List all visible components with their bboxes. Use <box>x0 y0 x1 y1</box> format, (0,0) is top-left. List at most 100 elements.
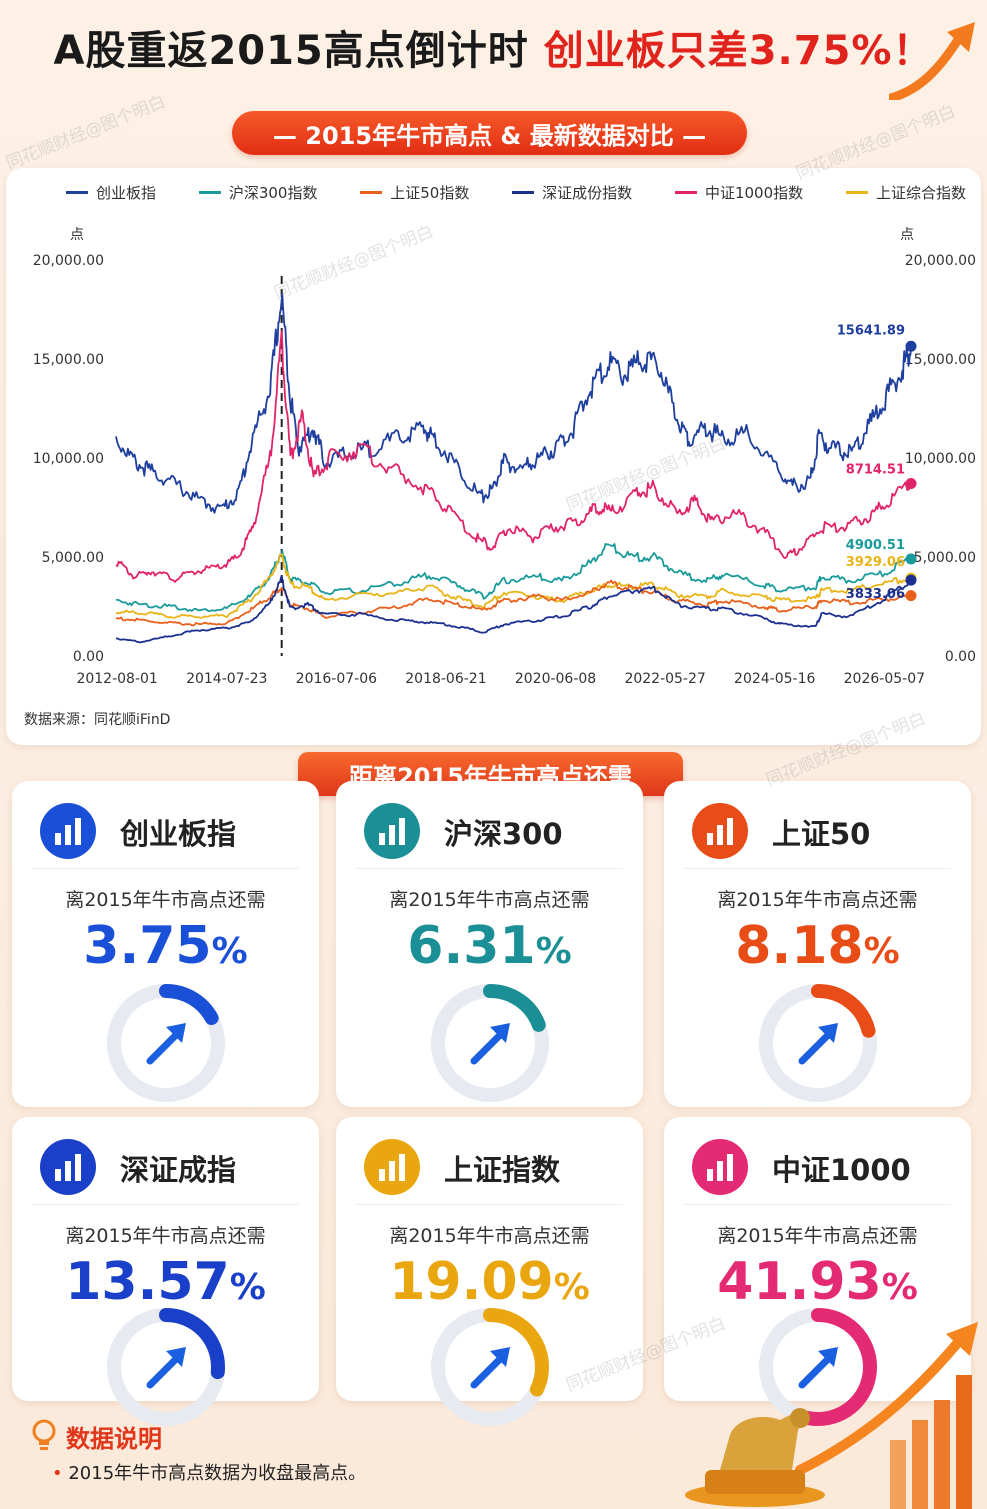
gauge-fill <box>759 1308 877 1426</box>
bar-chart-icon <box>364 803 420 859</box>
card-value: 41.93% <box>664 1252 971 1312</box>
up-right-arrow-icon <box>470 1023 510 1065</box>
card-subtitle: 离2015年牛市高点还需 <box>717 889 918 911</box>
card-subtitle: 离2015年牛市高点还需 <box>717 1225 918 1247</box>
index-card: 创业板指离2015年牛市高点还需 3.75% <box>12 781 319 1107</box>
card-divider <box>684 868 951 869</box>
index-card: 沪深300 离2015年牛市高点还需 6.31% <box>336 781 643 1107</box>
end-value-label: 3833.06 <box>846 587 905 602</box>
up-right-arrow-icon <box>146 1347 186 1389</box>
page-title: A股重返2015高点倒计时 创业板只差3.75%！ <box>0 18 987 76</box>
series-end-dot <box>905 590 917 602</box>
lightbulb-icon <box>32 1419 56 1450</box>
y-tick-label-right: 5,000.00 <box>914 550 976 566</box>
legend-item: 沪深300指数 <box>198 182 318 203</box>
progress-gauge <box>107 984 225 1102</box>
legend-label: 沪深300指数 <box>228 184 318 202</box>
y-tick-label-left: 0.00 <box>73 649 104 665</box>
end-value-label: 8714.51 <box>846 462 905 477</box>
card-value-percent: % <box>881 1267 918 1308</box>
building-icon <box>364 1139 420 1195</box>
card-value-number: 6.31 <box>407 916 536 976</box>
card-subtitle: 离2015年牛市高点还需 <box>389 1225 590 1247</box>
x-tick-label: 2026-05-07 <box>844 671 925 687</box>
gauge-fill <box>759 984 877 1102</box>
legend-label: 中证1000指数 <box>704 184 804 202</box>
up-right-arrow-icon <box>798 1023 838 1065</box>
index-card: 深证成指 离2015年牛市高点还需 13.57% <box>12 1117 319 1426</box>
series-end-dot <box>905 553 917 565</box>
card-value: 8.18% <box>664 916 971 976</box>
y-tick-label-right: 15,000.00 <box>905 352 976 368</box>
end-value-label: 4900.51 <box>846 538 905 553</box>
legend-swatch <box>674 191 697 194</box>
index-card: 中证1000 离2015年牛市高点还需 41.93% <box>664 1117 971 1426</box>
x-tick-label: 2014-07-23 <box>186 671 267 687</box>
card-divider <box>684 1204 951 1205</box>
series-line <box>115 543 912 612</box>
y-tick-label-left: 20,000.00 <box>33 253 104 269</box>
card-divider <box>32 868 299 869</box>
end-value-label: 15641.89 <box>837 323 905 338</box>
up-right-arrow-icon <box>798 1347 838 1389</box>
progress-gauge <box>759 1308 877 1426</box>
x-tick-label: 2018-06-21 <box>405 671 486 687</box>
gauge-fill <box>107 1308 225 1426</box>
card-name: 深证成指 <box>120 1153 237 1187</box>
bar-chart-icon <box>692 1139 748 1195</box>
card-name: 上证50 <box>772 817 871 851</box>
card-value: 3.75% <box>12 916 319 976</box>
line-chart: 20,000.00 20,000.00 15,000.00 15,000.00 10,0… <box>33 253 976 687</box>
card-value-percent: % <box>211 931 248 972</box>
legend-item: 创业板指 <box>66 182 156 203</box>
series-line <box>116 579 912 627</box>
card-value: 19.09% <box>336 1252 643 1312</box>
legend-item: 深证成份指数 <box>512 182 632 203</box>
card-value-number: 19.09 <box>389 1252 554 1312</box>
card-value-number: 3.75 <box>83 916 212 976</box>
card-value-number: 13.57 <box>65 1252 230 1312</box>
chart-card: 创业板指 沪深300指数 上证50指数 深证成份指数 中证1000指数 上证综合指数 点 … <box>6 168 981 745</box>
notes-title: 数据说明 <box>66 1425 162 1453</box>
bar-chart-icon <box>40 803 96 859</box>
card-name: 创业板指 <box>120 817 237 851</box>
series-line <box>115 292 912 514</box>
bull-trophy-illustration <box>685 1322 978 1509</box>
index-card: 上证指数离2015年牛市高点还需 19.09% <box>336 1117 643 1426</box>
title-main: A股重返2015高点倒计时 <box>53 28 529 74</box>
legend-label: 创业板指 <box>96 184 157 202</box>
card-subtitle: 离2015年牛市高点还需 <box>65 1225 266 1247</box>
progress-gauge <box>431 1308 549 1426</box>
notes-text-content: 2015年牛市高点数据为收盘最高点。 <box>68 1463 367 1484</box>
y-unit-left: 点 <box>70 227 84 243</box>
rising-arrow-icon <box>889 22 975 100</box>
notes-text: • 2015年牛市高点数据为收盘最高点。 <box>52 1463 367 1484</box>
y-tick-label-left: 15,000.00 <box>33 352 104 368</box>
series-end-dot <box>905 574 917 586</box>
up-right-arrow-icon <box>146 1023 186 1065</box>
card-subtitle: 离2015年牛市高点还需 <box>389 889 590 911</box>
card-subtitle: 离2015年牛市高点还需 <box>65 889 266 911</box>
card-value-percent: % <box>863 931 900 972</box>
x-tick-label: 2024-05-16 <box>734 671 815 687</box>
progress-gauge <box>431 984 549 1102</box>
subtitle-banner: — 2015年牛市高点 & 最新数据对比 — <box>232 111 747 155</box>
card-name: 上证指数 <box>444 1153 561 1187</box>
card-value-number: 41.93 <box>717 1252 882 1312</box>
x-tick-label: 2022-05-27 <box>624 671 705 687</box>
legend-swatch <box>512 191 535 194</box>
gauge-fill <box>107 984 225 1102</box>
x-tick-label: 2020-06-08 <box>515 671 596 687</box>
progress-gauge <box>759 984 877 1102</box>
card-value: 6.31% <box>336 916 643 976</box>
card-divider <box>32 1204 299 1205</box>
series-line <box>115 574 912 644</box>
series-line <box>115 330 912 583</box>
y-tick-label-left: 5,000.00 <box>42 550 104 566</box>
y-tick-label-right: 10,000.00 <box>905 451 976 467</box>
card-value-number: 8.18 <box>735 916 864 976</box>
card-value-percent: % <box>535 931 572 972</box>
chart-source: 数据来源：同花顺iFinD <box>24 712 171 728</box>
legend-label: 上证综合指数 <box>875 184 966 202</box>
card-divider <box>356 868 623 869</box>
